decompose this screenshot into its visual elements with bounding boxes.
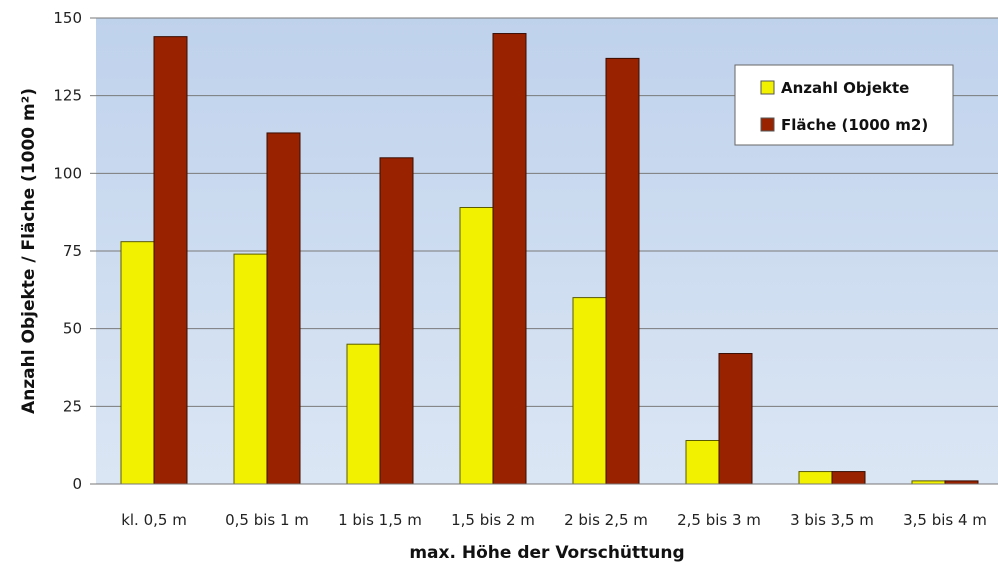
- y-tick-label: 150: [53, 9, 82, 27]
- x-tick-label: 0,5 bis 1 m: [225, 511, 309, 529]
- x-tick-label: 3 bis 3,5 m: [790, 511, 874, 529]
- y-axis-ticks: 0 25 50 75 100 125 150: [53, 9, 96, 493]
- legend-label-flaeche: Fläche (1000 m2): [781, 116, 928, 134]
- x-tick-label: 2,5 bis 3 m: [677, 511, 761, 529]
- legend-swatch-anzahl-objekte: [760, 80, 775, 95]
- bar-anzahl-objekte: [798, 471, 833, 485]
- x-axis-ticks: kl. 0,5 m 0,5 bis 1 m 1 bis 1,5 m 1,5 bis 2…: [121, 511, 987, 529]
- bar-flaeche: [379, 157, 414, 485]
- bar-flaeche: [605, 57, 640, 485]
- y-tick-label: 0: [72, 475, 82, 493]
- bar-flaeche: [831, 471, 866, 485]
- bar-anzahl-objekte: [233, 253, 268, 485]
- x-tick-label: 1 bis 1,5 m: [338, 511, 422, 529]
- legend: Anzahl Objekte Fläche (1000 m2): [734, 64, 954, 146]
- y-axis-title: Anzahl Objekte / Fläche (1000 m²): [19, 88, 39, 414]
- bar-anzahl-objekte: [459, 207, 494, 485]
- bar-anzahl-objekte: [572, 297, 607, 485]
- bar-anzahl-objekte: [346, 343, 381, 485]
- legend-label-anzahl-objekte: Anzahl Objekte: [781, 79, 909, 97]
- y-tick-label: 75: [63, 242, 82, 260]
- bar-anzahl-objekte: [685, 440, 720, 485]
- bar-anzahl-objekte: [120, 241, 155, 485]
- x-tick-label: kl. 0,5 m: [121, 511, 187, 529]
- bar-flaeche: [153, 36, 188, 485]
- legend-swatch-flaeche: [760, 117, 775, 132]
- x-tick-label: 2 bis 2,5 m: [564, 511, 648, 529]
- y-tick-label: 125: [53, 87, 82, 105]
- y-tick-label: 50: [63, 320, 82, 338]
- bar-flaeche: [718, 353, 753, 485]
- legend-box: [734, 64, 954, 146]
- y-tick-label: 100: [53, 164, 82, 182]
- x-tick-label: 1,5 bis 2 m: [451, 511, 535, 529]
- bar-flaeche: [492, 33, 527, 485]
- bar-flaeche: [266, 132, 301, 485]
- y-tick-label: 25: [63, 397, 82, 415]
- x-tick-label: 3,5 bis 4 m: [903, 511, 987, 529]
- x-axis-title: max. Höhe der Vorschüttung: [409, 543, 684, 563]
- bars: [120, 33, 979, 485]
